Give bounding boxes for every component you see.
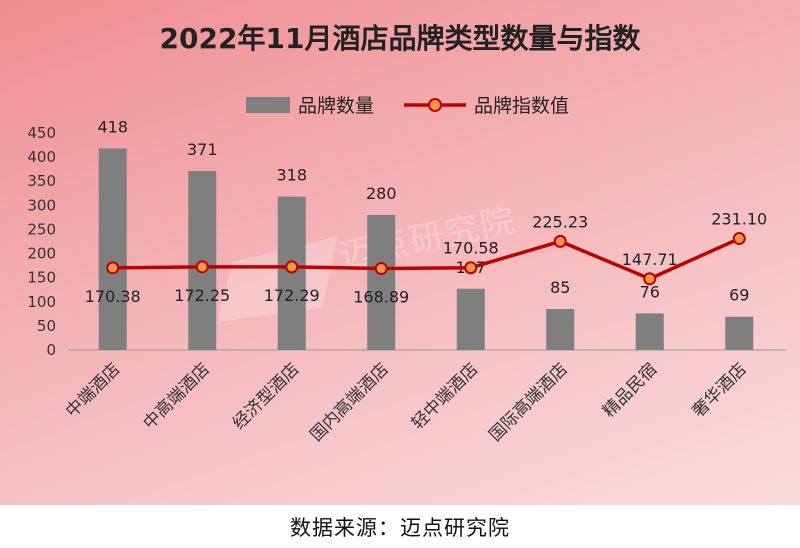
index-marker bbox=[643, 272, 657, 286]
bar bbox=[546, 309, 575, 350]
x-axis: 中端酒店 中高端酒店 经济型酒店 国内高端酒店 轻中端酒店 国际高端酒店 精品民宿 奢华酒店 bbox=[62, 359, 751, 445]
index-marker bbox=[106, 261, 120, 275]
legend: 品牌数量 品牌指数值 bbox=[246, 95, 569, 117]
x-tick-label: 国内高端酒店 bbox=[307, 359, 393, 445]
bar-value-label: 371 bbox=[187, 140, 218, 159]
index-value-label: 231.10 bbox=[711, 210, 767, 229]
y-axis: 0 50 100 150 200 250 300 350 400 450 bbox=[27, 124, 56, 359]
chart-canvas: 迈点研究院 2022年11月酒店品牌类型数量与指数 品牌数量 品牌指数值 050… bbox=[27, 22, 786, 446]
bar bbox=[456, 288, 485, 350]
legend-swatch-marker bbox=[428, 98, 442, 112]
index-value-label: 170.58 bbox=[443, 239, 499, 258]
index-value-label: 168.89 bbox=[353, 288, 409, 307]
y-tick-label: 200 bbox=[27, 245, 56, 263]
x-tick-label: 国际高端酒店 bbox=[486, 359, 572, 445]
index-labels: 170.38 172.25 172.29 168.89 170.58 225.23 147.… bbox=[85, 210, 767, 307]
y-tick-label: 300 bbox=[27, 196, 56, 214]
y-tick-label: 450 bbox=[27, 124, 56, 142]
index-value-label: 172.25 bbox=[174, 286, 230, 305]
bar bbox=[725, 316, 754, 350]
bar-value-label: 76 bbox=[640, 282, 660, 301]
index-value-label: 147.71 bbox=[622, 250, 678, 269]
bar-value-label: 85 bbox=[550, 278, 570, 297]
bar bbox=[635, 313, 664, 350]
index-marker bbox=[285, 260, 299, 274]
bar bbox=[367, 214, 396, 350]
x-tick-label: 精品民宿 bbox=[599, 359, 661, 421]
x-tick-label: 经济型酒店 bbox=[229, 359, 303, 433]
legend-swatch-bar bbox=[246, 97, 290, 113]
index-marker bbox=[195, 260, 209, 274]
y-tick-label: 350 bbox=[27, 172, 56, 190]
bar bbox=[98, 148, 127, 350]
y-tick-label: 50 bbox=[37, 317, 56, 335]
source-note: 数据来源：迈点研究院 bbox=[290, 516, 510, 540]
y-tick-label: 150 bbox=[27, 269, 56, 287]
index-markers bbox=[106, 232, 746, 286]
y-tick-label: 0 bbox=[46, 341, 56, 359]
index-line bbox=[112, 236, 740, 281]
bar-value-label: 418 bbox=[97, 117, 128, 136]
index-value-label: 172.29 bbox=[264, 286, 320, 305]
x-tick-label: 中高端酒店 bbox=[140, 359, 214, 433]
bar-value-label: 69 bbox=[729, 286, 749, 305]
chart-title: 2022年11月酒店品牌类型数量与指数 bbox=[160, 22, 642, 55]
x-tick-label: 中端酒店 bbox=[62, 359, 124, 421]
bar-labels: 418371318280127857669 bbox=[97, 117, 749, 304]
y-tick-label: 250 bbox=[27, 220, 56, 238]
x-tick-label: 奢华酒店 bbox=[689, 359, 751, 421]
index-value-label: 170.38 bbox=[85, 287, 141, 306]
index-marker bbox=[553, 234, 567, 248]
index-marker bbox=[732, 232, 746, 246]
bar-value-label: 318 bbox=[276, 166, 307, 185]
x-tick-label: 轻中端酒店 bbox=[408, 359, 482, 433]
index-value-label: 225.23 bbox=[532, 212, 588, 231]
bar-value-label: 280 bbox=[366, 184, 397, 203]
index-marker bbox=[464, 261, 478, 275]
y-tick-label: 100 bbox=[27, 293, 56, 311]
legend-label-bar: 品牌数量 bbox=[298, 95, 374, 117]
y-tick-label: 400 bbox=[27, 148, 56, 166]
legend-label-line: 品牌指数值 bbox=[474, 95, 569, 117]
chart-panel: 迈点研究院 2022年11月酒店品牌类型数量与指数 品牌数量 品牌指数值 0 50… bbox=[0, 0, 800, 505]
index-marker bbox=[374, 262, 388, 276]
